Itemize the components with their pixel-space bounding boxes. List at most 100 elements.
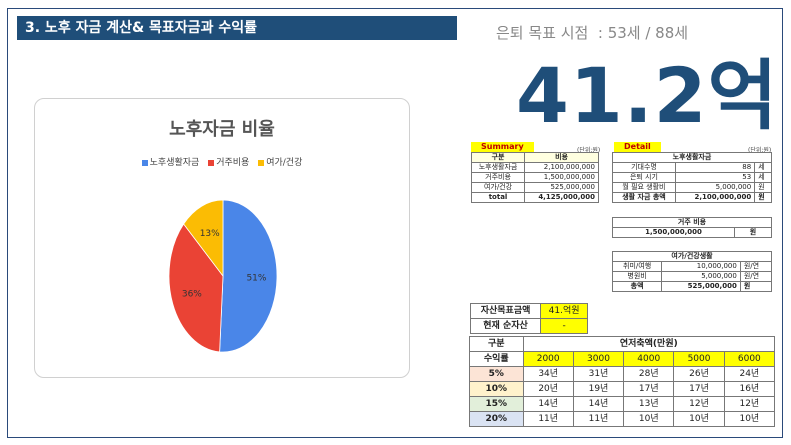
returns-cell: 11년 [522,411,574,427]
detail-cell: 88 [674,162,756,173]
summary-cell: 노후생활자금 [470,162,526,173]
returns-cell: 13년 [623,396,675,412]
detail-leisure-header: 여가/건강생활 [612,251,772,262]
detail-tag: Detail [614,142,661,152]
summary-total-value: 4,125,000,000 [524,192,599,203]
summary-unit: (단위:원) [577,147,601,154]
page-title: 3. 노후 자금 계산& 목표자금과 수익률 [17,16,457,40]
table-row: 5% 34년 31년 28년 26년 24년 [469,366,776,382]
returns-rate: 20% [469,411,524,427]
returns-cell: 20년 [522,381,574,397]
detail-cell: 월 필요 생활비 [612,182,676,193]
returns-header-left: 구분 [469,336,524,352]
detail-cell: 취미/여행 [611,261,663,272]
table-row: 취미/여행 10,000,000 원/연 [611,261,773,272]
summary-total-label: total [470,192,526,203]
returns-cell: 16년 [723,381,776,397]
table-row: 은퇴 시기 53 세 [612,172,772,183]
table-row: 기대수명 88 세 [612,162,772,173]
pie-label-leisure: 13% [200,229,220,239]
chart-title: 노후자금 비율 [169,119,275,140]
detail-cell: 은퇴 시기 [612,172,676,183]
detail-cell: 원/연 [739,271,773,282]
returns-cell: 10년 [723,411,776,427]
returns-cell: 17년 [623,381,675,397]
pie-chart: 51% 36% 13% [168,199,278,353]
returns-cell: 11년 [572,411,625,427]
summary-cell: 2,100,000,000 [524,162,599,173]
detail-cell: 병원비 [611,271,663,282]
returns-cell: 14년 [572,396,625,412]
summary-header-category: 구분 [470,152,526,163]
table-row: 15% 14년 14년 13년 12년 12년 [469,396,776,412]
table-row: 월 필요 생활비 5,000,000 원 [612,182,772,193]
pie-chart-card: 노후자금 비율 노후생활자금 거주비용 여가/건강 51% 36% 13% [34,98,410,378]
returns-amount: 6000 [723,351,776,367]
summary-cell: 525,000,000 [524,182,599,193]
retire-target-text: 은퇴 목표 시점 : 53세 / 88세 [496,24,689,42]
detail-cell: 5,000,000 [674,182,756,193]
summary-cell: 1,500,000,000 [524,172,599,183]
returns-cell: 17년 [673,381,725,397]
detail-cell: 원/연 [739,261,773,272]
asset-target-value: 41.억원 [540,303,588,319]
detail-living-total-unit: 원 [754,192,772,203]
returns-amount: 4000 [623,351,675,367]
detail-living-total-label: 생활 자금 총액 [612,192,676,203]
detail-cell: 세 [754,172,772,183]
pie-slice-housing [168,223,224,353]
pie-slice-living [219,199,278,353]
detail-housing-unit: 원 [734,227,772,238]
table-row: 여가/건강 525,000,000 [470,182,599,193]
detail-housing-value: 1,500,000,000 [612,227,735,238]
detail-cell: 원 [754,182,772,193]
summary-tag: Summary [471,142,534,152]
asset-table: 자산목표금액 41.억원 현재 순자산 - [469,303,588,334]
table-row: 총액 525,000,000 원 [611,281,773,292]
table-row: 1,500,000,000 원 [612,227,772,238]
returns-cell: 24년 [723,366,776,382]
legend-item-housing: 거주비용 [208,155,249,168]
returns-cell: 34년 [522,366,574,382]
returns-rate: 5% [469,366,524,382]
returns-amount: 3000 [572,351,625,367]
returns-rate: 10% [469,381,524,397]
table-row: 10% 20년 19년 17년 17년 16년 [469,381,776,397]
detail-cell: 10,000,000 [661,261,741,272]
table-row: 현재 순자산 - [469,318,588,334]
returns-header-right: 연저축액(만원) [522,336,776,352]
returns-cell: 14년 [522,396,574,412]
returns-amount: 5000 [673,351,725,367]
legend-item-living: 노후생활자금 [141,155,199,168]
returns-cell: 12년 [723,396,776,412]
detail-cell: 세 [754,162,772,173]
returns-cell: 26년 [673,366,725,382]
returns-rate: 15% [469,396,524,412]
summary-table: 구분 비용 노후생활자금 2,100,000,000 거주비용 1,500,00… [470,152,599,203]
table-row: 20% 11년 11년 10년 10년 10년 [469,411,776,427]
pie-label-living: 51% [246,273,266,283]
table-row: 거주비용 1,500,000,000 [470,172,599,183]
slide-frame [7,8,783,438]
detail-leisure-table: 여가/건강생활 취미/여행 10,000,000 원/연 병원비 5,000,0… [611,251,773,292]
table-row: 병원비 5,000,000 원/연 [611,271,773,282]
table-row: total 4,125,000,000 [470,192,599,203]
returns-cell: 31년 [572,366,625,382]
legend-item-leisure: 여가/건강 [258,155,302,168]
asset-current-value: - [540,318,588,334]
detail-cell: 53 [674,172,756,183]
returns-table: 구분 연저축액(만원) 수익률 2000 3000 4000 5000 6000… [469,336,776,427]
pie-label-housing: 36% [182,289,202,299]
detail-living-header: 노후생활자금 [612,152,772,163]
returns-amount: 2000 [522,351,574,367]
asset-target-label: 자산목표금액 [469,303,542,319]
summary-cell: 거주비용 [470,172,526,183]
detail-unit: (단위:원) [748,147,772,154]
big-target-value: 41.2억 [516,51,779,140]
detail-living-total-value: 2,100,000,000 [674,192,756,203]
returns-cell: 12년 [673,396,725,412]
summary-header-cost: 비용 [524,152,599,163]
summary-cell: 여가/건강 [470,182,526,193]
returns-cell: 10년 [623,411,675,427]
returns-cell: 10년 [673,411,725,427]
